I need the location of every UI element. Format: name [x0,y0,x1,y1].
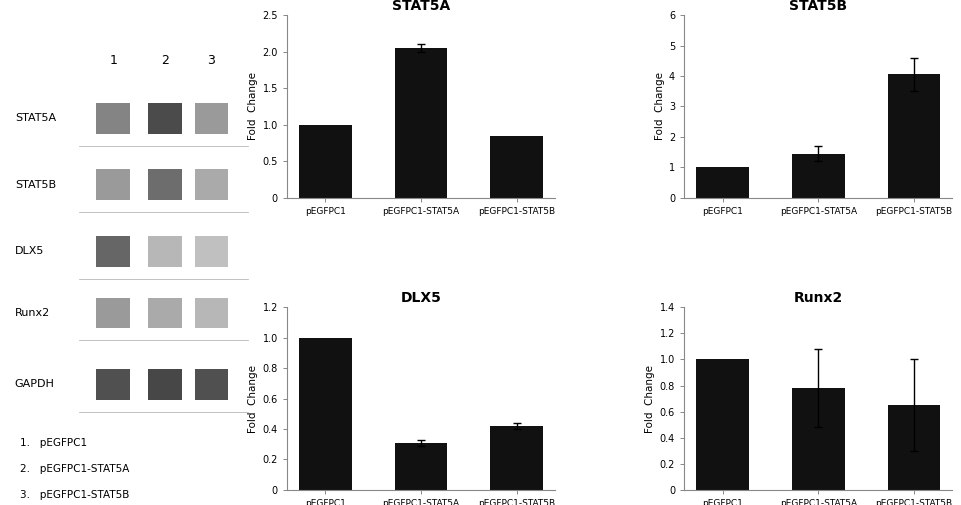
Bar [791,154,844,198]
Bar [96,236,130,267]
Bar [194,297,228,328]
Title: STAT5A: STAT5A [391,0,450,13]
Text: STAT5B: STAT5B [14,180,56,190]
Text: DLX5: DLX5 [14,246,44,257]
Text: 1: 1 [110,55,117,67]
Bar [148,103,182,134]
Y-axis label: Fold  Change: Fold Change [248,365,259,433]
Bar [96,369,130,399]
Bar [148,236,182,267]
Y-axis label: Fold  Change: Fold Change [645,365,654,433]
Bar [148,170,182,200]
Text: 2.   pEGFPC1-STAT5A: 2. pEGFPC1-STAT5A [20,464,129,474]
Bar [194,236,228,267]
Title: STAT5B: STAT5B [788,0,847,13]
Text: 2: 2 [160,55,169,67]
Bar [148,369,182,399]
Bar [299,338,352,490]
Bar [394,48,447,198]
Y-axis label: Fold  Change: Fold Change [653,72,664,140]
Bar [148,297,182,328]
Bar [696,360,748,490]
Bar [194,170,228,200]
Y-axis label: Fold  Change: Fold Change [248,72,258,140]
Title: DLX5: DLX5 [400,291,441,305]
Bar [490,426,542,490]
Bar [791,388,844,490]
Bar [194,103,228,134]
Bar [96,170,130,200]
Text: STAT5A: STAT5A [14,114,56,123]
Bar [96,297,130,328]
Bar [490,136,542,198]
Text: 3.   pEGFPC1-STAT5B: 3. pEGFPC1-STAT5B [20,490,129,500]
Text: Runx2: Runx2 [14,308,50,318]
Bar [887,405,939,490]
Bar [394,443,447,490]
Bar [299,125,352,198]
Bar [96,103,130,134]
Bar [194,369,228,399]
Bar [696,167,748,198]
Text: 3: 3 [208,55,215,67]
Title: Runx2: Runx2 [793,291,842,305]
Bar [887,75,939,198]
Text: 1.   pEGFPC1: 1. pEGFPC1 [20,438,87,447]
Text: GAPDH: GAPDH [14,379,55,389]
